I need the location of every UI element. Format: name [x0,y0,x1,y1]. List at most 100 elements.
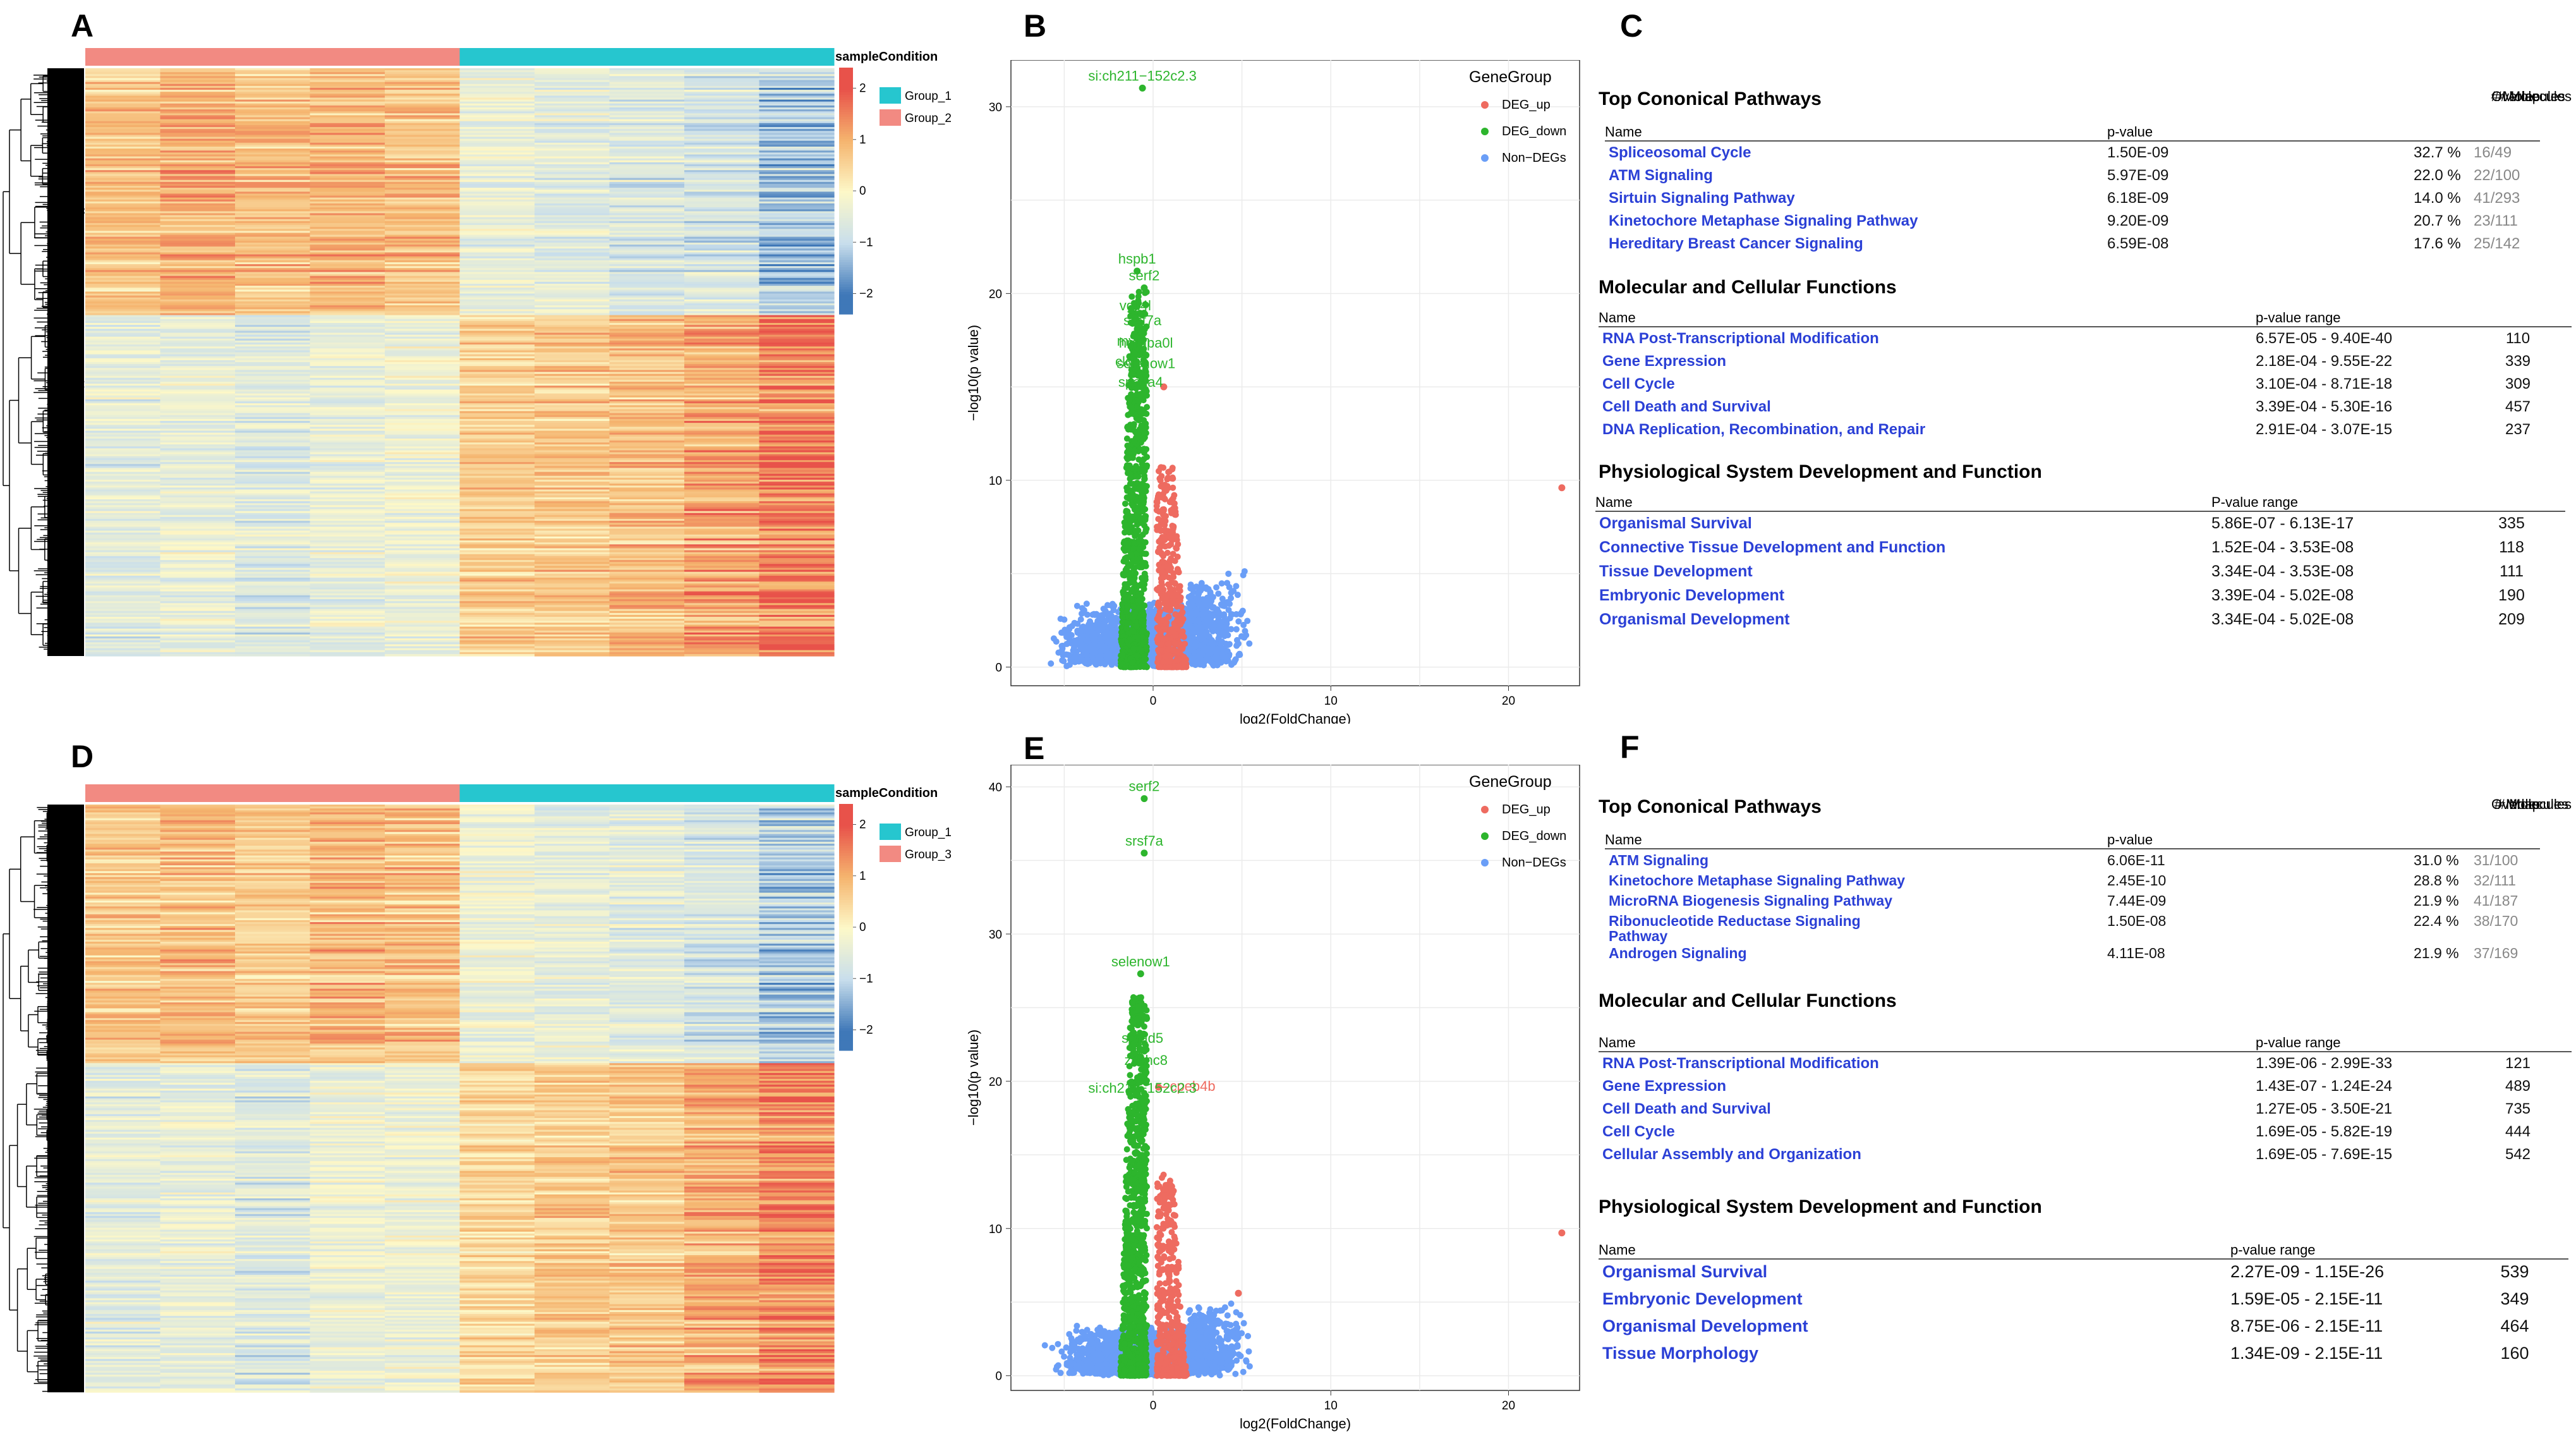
heatmap-cell [310,959,385,962]
heatmap-cell [459,837,535,841]
heatmap-cell [85,844,161,846]
heatmap-cell [609,397,685,400]
heatmap-cell [759,996,835,999]
heatmap-cell [85,99,161,102]
heatmap-cell [385,642,461,645]
heatmap-cell [385,384,461,386]
heatmap-cell [310,1108,385,1111]
heatmap-cell [235,186,311,188]
heatmap-cell [609,587,685,590]
heatmap-cell [535,523,610,525]
heatmap-cell [535,859,610,862]
heatmap-cell [684,466,760,468]
heatmap-cell [310,144,385,147]
heatmap-cell [310,969,385,972]
heatmap-cell [684,209,760,212]
heatmap-cell [459,284,535,286]
heatmap-cell [160,591,236,594]
heatmap-cell [385,568,461,571]
heatmap-cell [235,395,311,398]
heatmap-cell [310,1016,385,1019]
heatmap-cell [235,416,311,420]
heatmap-cell [160,605,236,608]
heatmap-cell [684,1059,760,1062]
heatmap-cell [459,540,535,543]
heatmap-cell [684,871,760,874]
heatmap-cell [609,370,685,373]
heatmap-cell [85,1026,161,1028]
heatmap-cell [85,509,161,512]
heatmap-cell [535,542,610,545]
heatmap-cell [85,192,161,194]
heatmap-cell [684,215,760,218]
heatmap-cell [459,507,535,510]
heatmap-cell [759,867,835,870]
heatmap-cell [609,82,685,85]
heatmap-cell [85,297,161,300]
heatmap-cell [85,413,161,416]
heatmap-cell [160,421,236,423]
heatmap-cell [235,1092,311,1095]
heatmap-cell [310,1020,385,1023]
heatmap-cell [609,92,685,94]
heatmap-cell [759,1088,835,1091]
heatmap-cell [85,170,161,173]
heatmap-cell [459,542,535,545]
heatmap-cell [85,953,161,956]
heatmap-cell [459,558,535,561]
heatmap-cell [85,942,161,944]
heatmap-cell [684,994,760,997]
heatmap-cell [684,1140,760,1142]
heatmap-cell [235,525,311,527]
heatmap-cell [85,1012,161,1015]
heatmap-cell [609,654,685,657]
heatmap-cell [235,95,311,99]
heatmap-cell [684,199,760,202]
heatmap-cell [85,291,161,295]
panel-label-e: E [1024,731,1045,766]
heatmap-cell [310,1102,385,1105]
heatmap-cell [609,242,685,245]
heatmap-cell [684,85,760,88]
heatmap-cell [459,1035,535,1038]
heatmap-cell [235,450,311,453]
heatmap-cell [160,521,236,523]
heatmap-cell [235,105,311,108]
heatmap-cell [235,444,311,447]
heatmap-cell [160,229,236,231]
heatmap-cell [235,891,311,894]
heatmap-cell [85,1120,161,1122]
heatmap-cell [385,340,461,343]
heatmap-cell [160,142,236,145]
heatmap-cell [235,203,311,206]
heatmap-cell [235,286,311,288]
heatmap-cell [459,614,535,617]
heatmap-cell [310,125,385,128]
heatmap-cell [535,1069,610,1072]
heatmap-cell [759,470,835,473]
heatmap-cell [235,115,311,118]
heatmap-cell [85,101,161,104]
heatmap-cell [310,896,385,899]
heatmap-cell [535,959,610,962]
heatmap-cell [459,362,535,365]
heatmap-cell [385,221,461,224]
heatmap-cell [235,138,311,142]
heatmap-cell [684,650,760,653]
heatmap-cell [385,1141,461,1144]
heatmap-cell [535,1098,610,1101]
heatmap-cell [609,889,685,891]
heatmap-cell [385,926,461,928]
heatmap-cell [535,301,610,304]
heatmap-cell [459,1057,535,1060]
heatmap-cell [759,382,835,384]
heatmap-cell [85,485,161,488]
heatmap-cell [85,174,161,177]
heatmap-cell [310,935,385,939]
heatmap-cell [310,227,385,229]
heatmap-cell [160,276,236,279]
heatmap-cell [160,225,236,228]
heatmap-cell [310,880,385,884]
heatmap-cell [385,272,461,275]
heatmap-cell [684,415,760,418]
